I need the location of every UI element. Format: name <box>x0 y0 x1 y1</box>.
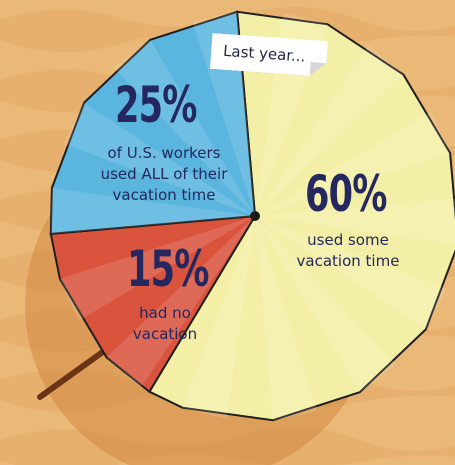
umbrella-panel-highlight <box>255 216 447 330</box>
umbrella-panel-highlight <box>182 216 255 420</box>
pie-slices <box>49 10 455 422</box>
umbrella-center-dot <box>250 211 260 221</box>
slice-label-none: had no vacation <box>122 303 208 345</box>
umbrella-panel-highlight <box>113 39 255 216</box>
umbrella-panel-highlight <box>255 111 451 216</box>
umbrella-panel-highlight <box>106 216 255 387</box>
slice-label-some-line-1: used some <box>307 231 389 249</box>
slice-value-label-all: 25% <box>115 76 197 134</box>
slice-label-all-line-3: vacation time <box>112 186 216 204</box>
umbrella-panel-highlight <box>255 216 397 393</box>
umbrella-panel-highlight <box>63 102 255 216</box>
umbrella-panel-highlight <box>255 216 318 421</box>
umbrella-panel-highlight <box>59 216 256 321</box>
umbrella-panel-highlight <box>50 188 255 234</box>
slice-label-some-line-2: vacation time <box>296 252 400 270</box>
slice-value-label-none: 15% <box>127 240 209 298</box>
slice-used-some <box>147 10 455 422</box>
slice-label-all-line-2: used ALL of their <box>100 165 228 183</box>
slice-label-all: of U.S. workers used ALL of their vacati… <box>94 143 234 206</box>
slice-label-some: used some vacation time <box>292 230 404 272</box>
slice-label-none-line-1: had no <box>139 304 191 322</box>
note-tag-fold <box>310 62 327 77</box>
umbrella-panel-highlight <box>255 45 404 217</box>
slice-value-label-some: 60% <box>305 165 387 223</box>
slice-label-all-line-1: of U.S. workers <box>107 144 221 162</box>
umbrella-panel-highlight <box>255 198 455 244</box>
slice-used-all <box>49 10 257 235</box>
slice-label-none-line-2: vacation <box>132 325 198 343</box>
